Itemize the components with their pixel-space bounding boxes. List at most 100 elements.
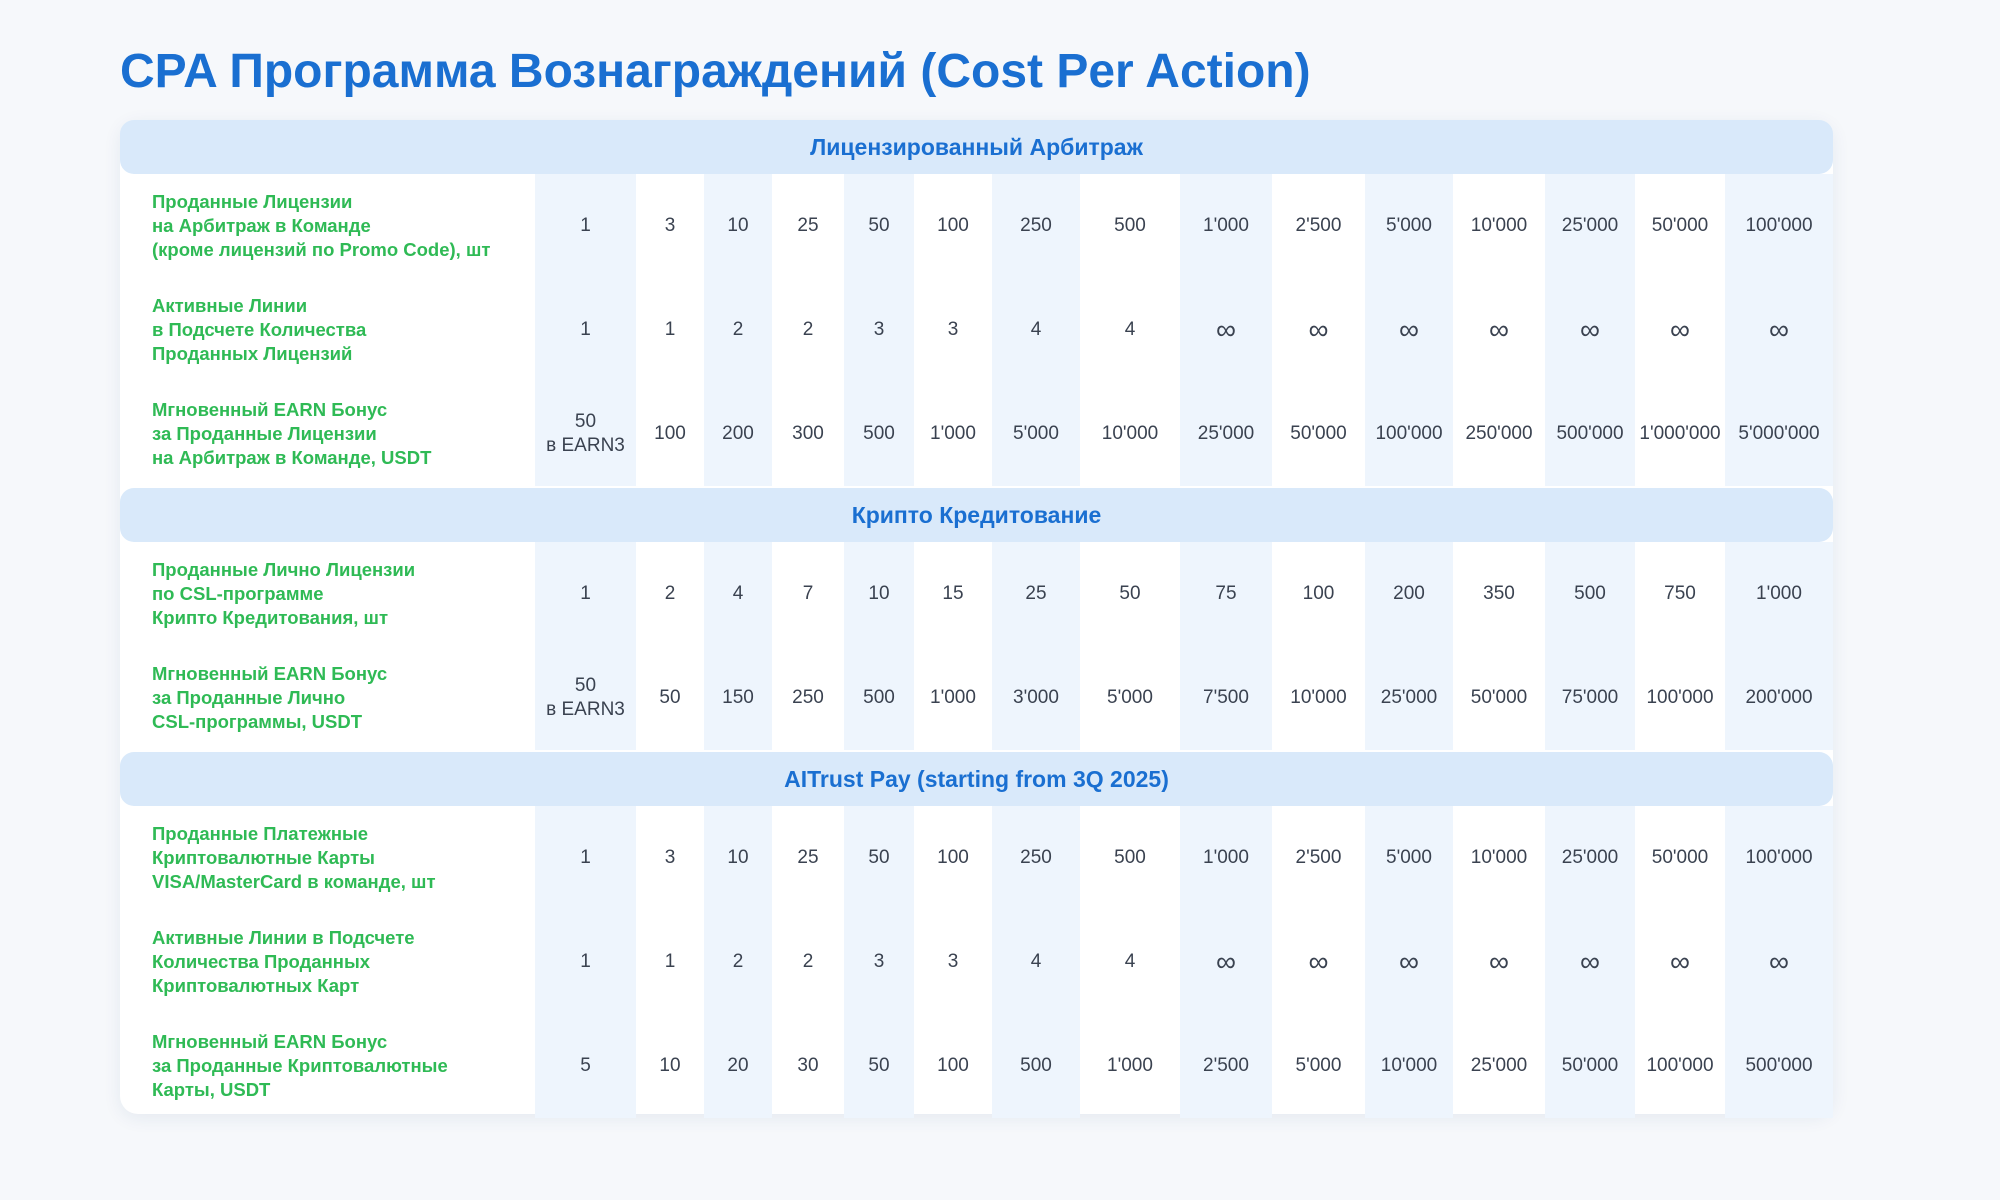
value-cell: 2	[732, 951, 744, 972]
value-cell: 15	[942, 583, 964, 604]
value-cell: 1	[580, 847, 591, 868]
value-cell: ∞	[1489, 314, 1509, 345]
value-cell: 25	[1025, 583, 1047, 604]
value-cell: 100	[937, 1055, 969, 1076]
value-cell: ∞	[1308, 314, 1329, 345]
value-cell: 500	[1020, 1055, 1052, 1076]
value-cell: 3	[947, 319, 959, 340]
value-cell: 30	[797, 1055, 819, 1076]
value-cell: ∞	[1308, 946, 1329, 977]
value-cell: 1'000	[1756, 583, 1802, 604]
value-cell: 1	[580, 215, 591, 236]
value-cell: 25'000	[1197, 423, 1255, 444]
value-cell: 25'000	[1561, 847, 1619, 868]
value-cell: 10'000	[1470, 847, 1528, 868]
section-header: AITrust Pay (starting from 3Q 2025)	[120, 752, 1833, 806]
value-cell: ∞	[1489, 946, 1509, 977]
value-cell: 1'000	[1203, 215, 1249, 236]
value-cell: ∞	[1580, 946, 1600, 977]
value-cell: ∞	[1769, 314, 1789, 345]
value-cell: 5'000	[1386, 215, 1432, 236]
value-cell: 500'000	[1556, 423, 1624, 444]
value-cell: 10	[868, 583, 890, 604]
column-stripe	[992, 542, 1080, 750]
value-cell: ∞	[1399, 946, 1419, 977]
column-stripe	[1365, 542, 1453, 750]
value-cell: 1	[580, 583, 591, 604]
value-cell: 3	[873, 951, 885, 972]
value-cell: ∞	[1216, 314, 1236, 345]
rewards-table: Лицензированный Арбитраж Проданные Лиценз…	[120, 120, 1833, 1118]
value-cell: 4	[1030, 951, 1042, 972]
value-cell: 4	[1030, 319, 1042, 340]
value-cell: 5'000	[1013, 423, 1059, 444]
column-stripe	[1545, 542, 1635, 750]
value-cell: ∞	[1670, 946, 1690, 977]
value-cell: 200	[722, 423, 754, 444]
value-cell: 4	[1124, 951, 1136, 972]
column-stripe	[844, 174, 914, 486]
value-cell: 25'000	[1380, 687, 1438, 708]
column-stripe	[1725, 806, 1833, 1118]
row-label: Проданные Лицензии на Арбитраж в Команде…	[152, 191, 491, 260]
value-cell: ∞	[1580, 314, 1600, 345]
section-body: Проданные Лично Лицензии по CSL-программ…	[120, 542, 1833, 750]
value-cell: 100	[937, 215, 969, 236]
column-stripe	[535, 542, 636, 750]
value-cell: 350	[1483, 583, 1515, 604]
value-cell: ∞	[1216, 946, 1236, 977]
value-cell: 3'000	[1013, 687, 1059, 708]
value-cell: 100	[1302, 583, 1335, 604]
table-row: Мгновенный EARN Бонус за Проданные Лицен…	[120, 382, 1833, 486]
value-cell: 50	[1119, 583, 1141, 604]
value-cell: 2'500	[1295, 215, 1342, 236]
column-stripe	[704, 542, 772, 750]
value-cell: 50'000	[1651, 215, 1709, 236]
column-stripe	[844, 542, 914, 750]
value-cell: 200	[1393, 583, 1425, 604]
value-cell: 10'000	[1101, 423, 1159, 444]
value-cell: 250	[792, 687, 824, 708]
value-cell: 25	[797, 847, 819, 868]
value-cell: 50'000	[1470, 687, 1528, 708]
value-cell: 50	[868, 1055, 890, 1076]
table-row: Проданные Лично Лицензии по CSL-программ…	[120, 542, 1833, 646]
table-row: Мгновенный EARN Бонус за Проданные Крипт…	[120, 1014, 1833, 1118]
row-label: Мгновенный EARN Бонус за Проданные Лицен…	[152, 399, 432, 468]
value-cell: 3	[664, 215, 676, 236]
section-body: Проданные Лицензии на Арбитраж в Команде…	[120, 174, 1833, 486]
value-cell: 500	[1574, 583, 1606, 604]
value-cell: 250	[1020, 215, 1052, 236]
row-label: Активные Линии в Подсчете Количества Про…	[152, 927, 415, 996]
column-stripe	[1545, 806, 1635, 1118]
table-row: Мгновенный EARN Бонус за Проданные Лично…	[120, 646, 1833, 750]
value-cell: 1	[664, 319, 676, 340]
value-cell: 100'000	[1646, 1055, 1714, 1076]
value-cell: 50'000	[1290, 423, 1347, 444]
page-title: CPA Программа Вознаграждений (Cost Per A…	[120, 45, 1311, 98]
row-label: Проданные Платежные Криптовалютные Карты…	[152, 823, 436, 892]
value-cell: 10	[727, 215, 749, 236]
value-cell: 250'000	[1465, 423, 1533, 444]
value-cell: 50 в EARN3	[546, 411, 625, 456]
section-header: Крипто Кредитование	[120, 488, 1833, 542]
table-row: Активные Линии в Подсчете Количества Про…	[120, 278, 1833, 382]
value-cell: 50	[659, 687, 681, 708]
value-cell: 300	[792, 423, 824, 444]
column-stripe	[1725, 174, 1833, 486]
column-stripe	[1180, 806, 1272, 1118]
value-cell: 500'000	[1745, 1055, 1813, 1076]
value-cell: ∞	[1399, 314, 1419, 345]
value-cell: 1'000'000	[1639, 423, 1721, 444]
value-cell: 1'000	[930, 423, 976, 444]
value-cell: 10'000	[1470, 215, 1528, 236]
value-cell: 1	[580, 951, 591, 972]
column-stripe	[992, 806, 1080, 1118]
section-header: Лицензированный Арбитраж	[120, 120, 1833, 174]
column-stripe	[1365, 174, 1453, 486]
value-cell: 2	[802, 951, 814, 972]
value-cell: 2	[732, 319, 744, 340]
value-cell: 7	[802, 583, 814, 604]
column-stripe	[1725, 542, 1833, 750]
